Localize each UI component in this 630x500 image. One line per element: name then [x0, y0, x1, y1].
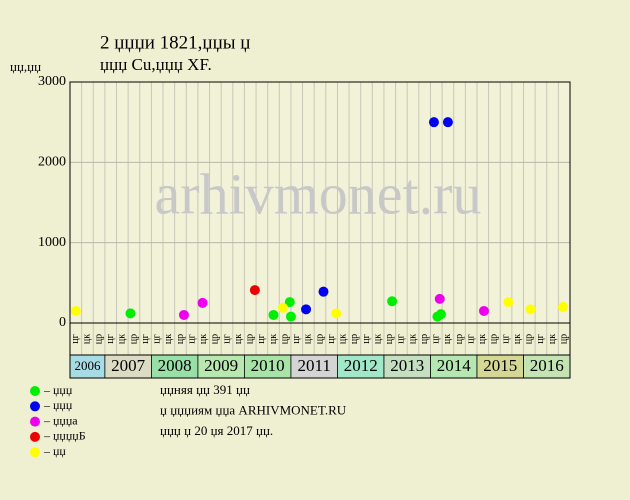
x-tick-label: цк: [117, 334, 128, 344]
point: [277, 302, 288, 313]
plot-area: [70, 82, 570, 323]
legend-label: – џџџа: [43, 413, 78, 427]
point: [558, 301, 569, 312]
x-tick-label: цр: [558, 334, 569, 344]
x-tick-label: цк: [303, 334, 314, 344]
point: [301, 304, 312, 315]
legend-label: – џџџџБ: [43, 429, 86, 443]
x-tick-label: цг: [465, 334, 476, 343]
x-tick-label: цк: [163, 334, 174, 344]
point: [318, 286, 329, 297]
note: џ џџџиям џџа ARHIVMONET.RU: [160, 402, 347, 417]
x-tick-label: цр: [93, 334, 104, 344]
legend-marker: [30, 431, 40, 442]
x-tick-label: цр: [419, 334, 430, 344]
x-tick-label: цг: [396, 334, 407, 343]
y-tick-label: 2000: [38, 155, 66, 170]
x-tick-label: цк: [233, 334, 244, 344]
point: [428, 117, 439, 128]
x-tick-label: цр: [454, 334, 465, 344]
year-label: 2015: [483, 356, 517, 375]
year-label: 2016: [530, 356, 564, 375]
watermark: arhivmonet.ru: [155, 161, 482, 226]
note: џџняя џџ 391 џџ: [160, 382, 250, 397]
point: [284, 297, 295, 308]
plot-border: [69, 81, 571, 379]
point: [70, 305, 81, 316]
year-label: 2006: [74, 358, 101, 373]
x-tick-label: цг: [221, 334, 232, 343]
x-tick-label: цк: [198, 334, 209, 344]
point: [503, 297, 514, 308]
x-tick-label: цг: [500, 334, 511, 343]
year-label: 2013: [390, 356, 424, 375]
x-tick-label: цг: [326, 334, 337, 343]
year-label: 2008: [158, 356, 192, 375]
x-tick-label: цк: [547, 334, 558, 344]
legend-marker: [30, 386, 40, 396]
x-tick-label: цр: [210, 334, 221, 344]
legend-label: – џџџ: [43, 398, 73, 412]
x-tick-label: цг: [152, 334, 163, 343]
point: [331, 308, 342, 319]
year-label: 2014: [437, 356, 472, 375]
x-tick-label: цк: [82, 334, 93, 344]
point: [285, 311, 296, 322]
x-tick-label: цк: [338, 334, 349, 344]
point: [525, 304, 536, 315]
legend-label: – џџџ: [43, 383, 73, 397]
x-tick-label: цк: [372, 334, 383, 344]
x-tick-label: цр: [175, 334, 186, 344]
x-tick-label: цк: [477, 334, 488, 344]
y-tick-label: 0: [59, 315, 66, 330]
y-tick-label: 3000: [38, 74, 66, 89]
point: [387, 296, 398, 307]
x-tick-label: цк: [407, 334, 418, 344]
point: [178, 309, 189, 320]
point: [268, 309, 279, 320]
y-axis-label: џџ,џџ: [10, 59, 41, 74]
point: [249, 285, 260, 296]
x-tick-label: цг: [256, 334, 267, 343]
point: [435, 309, 446, 320]
chart-title: 2 џџџи 1821,џџы џ: [100, 32, 250, 53]
x-tick-label: цк: [442, 334, 453, 344]
x-tick-label: цг: [186, 334, 197, 343]
point: [197, 297, 208, 308]
note: џџџ џ 20 џя 2017 џџ.: [160, 423, 273, 438]
x-tick-label: цр: [128, 334, 139, 344]
x-tick-label: цр: [489, 334, 500, 344]
year-label: 2011: [297, 356, 330, 375]
point: [442, 117, 453, 128]
x-tick-label: цк: [512, 334, 523, 344]
year-label: 2009: [204, 356, 238, 375]
x-tick-label: цр: [349, 334, 360, 344]
x-tick-label: цр: [314, 334, 325, 344]
x-tick-label: цг: [291, 334, 302, 343]
y-tick-label: 1000: [38, 235, 66, 250]
x-tick-label: цг: [105, 334, 116, 343]
x-tick-label: цг: [431, 334, 442, 343]
year-label: 2012: [344, 356, 378, 375]
legend-label: – џџ: [43, 444, 66, 458]
chart-subtitle: џџџ Cu,џџџ XF.: [100, 55, 212, 74]
x-tick-label: цр: [245, 334, 256, 344]
point: [125, 308, 136, 319]
point: [478, 305, 489, 316]
legend-marker: [30, 447, 40, 458]
legend-marker: [30, 416, 40, 427]
x-tick-label: цр: [279, 334, 290, 344]
year-label: 2007: [111, 356, 146, 375]
x-tick-label: цг: [361, 334, 372, 343]
x-tick-label: цг: [140, 334, 151, 343]
x-tick-label: цр: [384, 334, 395, 344]
point: [434, 293, 445, 304]
x-tick-label: цк: [268, 334, 279, 344]
legend-marker: [30, 401, 40, 412]
x-tick-label: цр: [524, 334, 535, 344]
x-tick-label: цг: [70, 334, 81, 343]
year-label: 2010: [251, 356, 285, 375]
x-tick-label: цг: [535, 334, 546, 343]
